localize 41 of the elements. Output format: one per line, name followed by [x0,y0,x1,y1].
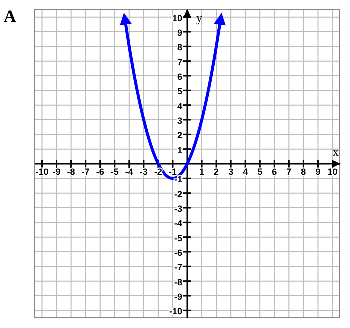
y-tick-label: -4 [174,218,182,229]
y-tick-label: 2 [177,130,182,141]
y-tick-label: 4 [177,101,182,112]
x-tick-label: -4 [125,167,134,177]
y-tick-label: -3 [174,204,182,214]
y-tick-label: 6 [177,72,182,82]
x-tick-label: 7 [286,167,292,177]
x-tick-label: -10 [36,167,49,177]
x-tick-label: 4 [243,167,248,177]
y-axis-title: y [196,11,202,25]
x-tick-label: -2 [154,167,162,177]
x-tick-label: -7 [82,167,90,177]
y-tick-label: -6 [174,248,182,258]
y-tick-label: 5 [177,86,182,97]
chart-title: A [4,7,17,26]
x-axis-title: x [333,145,339,159]
x-tick-label: 1 [200,167,205,177]
y-tick-label: -8 [174,277,182,288]
x-tick-label: -9 [52,167,61,177]
x-tick-label: -5 [110,167,119,177]
y-tick-label: 3 [177,116,182,126]
x-tick-label: 6 [272,167,278,177]
y-tick-label: 8 [177,42,182,53]
x-tick-label: 5 [258,167,263,177]
x-tick-label: 8 [301,167,306,177]
y-tick-label: -7 [174,262,182,273]
y-tick-label: -10 [169,306,182,317]
x-tick-label: -8 [67,167,76,177]
x-tick-label: 9 [316,167,321,177]
y-tick-label: 10 [172,13,182,24]
y-tick-label: 1 [177,145,182,156]
y-tick-label: -9 [174,292,182,302]
y-tick-label: -2 [174,189,182,200]
x-tick-label: 2 [214,167,220,177]
y-tick-label: 7 [177,57,182,68]
x-tick-label: 3 [228,167,234,177]
x-tick-label: -6 [96,167,104,177]
y-tick-label: -5 [174,233,182,244]
x-tick-label: -3 [140,167,148,177]
y-tick-label: 9 [177,28,182,38]
x-tick-label: 10 [328,167,338,177]
